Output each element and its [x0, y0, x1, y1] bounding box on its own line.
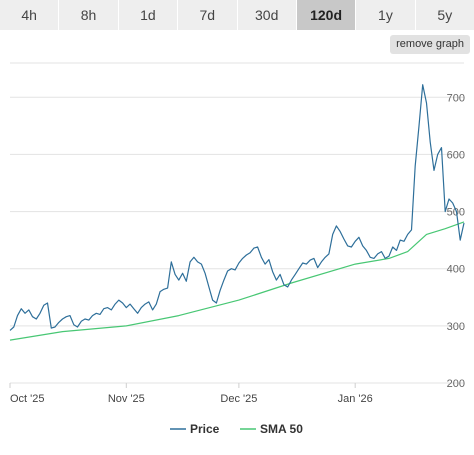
tab-8h[interactable]: 8h — [59, 0, 119, 30]
y-tick-label-500: 500 — [447, 207, 465, 219]
chart-grid — [10, 62, 464, 384]
tab-30d[interactable]: 30d — [237, 0, 297, 30]
series-line-price — [9, 84, 465, 331]
series-line-sma-50 — [9, 221, 465, 341]
tab-5y[interactable]: 5y — [415, 0, 474, 30]
tab-4h[interactable]: 4h — [0, 0, 60, 30]
x-tick-label: Dec '25 — [220, 393, 257, 405]
y-tick-label-400: 400 — [447, 264, 465, 276]
legend-label: Price — [190, 422, 220, 436]
tab-120d[interactable]: 120d — [296, 0, 357, 30]
y-tick-label-300: 300 — [447, 321, 465, 333]
y-tick-label-200: 200 — [447, 378, 465, 390]
y-axis-ticks: 200 300 400 500 600 700 — [447, 92, 465, 390]
timeframe-tabs: 4h 8h 1d 7d 30d 120d 1y 5y — [0, 0, 474, 30]
y-tick-label-600: 600 — [447, 149, 465, 161]
x-tick-label: Oct '25 — [10, 393, 45, 405]
tab-1d[interactable]: 1d — [118, 0, 179, 30]
chart-legend: Price SMA 50 — [170, 422, 303, 436]
remove-graph-button[interactable]: remove graph — [390, 35, 470, 54]
x-tick-label: Jan '26 — [338, 393, 373, 405]
tab-1y[interactable]: 1y — [356, 0, 416, 30]
y-tick-label-700: 700 — [447, 92, 465, 104]
x-axis-ticks: Oct '25 Nov '25 Dec '25 Jan '26 — [9, 383, 373, 405]
chart-lines — [9, 84, 465, 341]
x-tick-label: Nov '25 — [108, 393, 145, 405]
legend-label: SMA 50 — [260, 422, 303, 436]
tab-7d[interactable]: 7d — [178, 0, 238, 30]
